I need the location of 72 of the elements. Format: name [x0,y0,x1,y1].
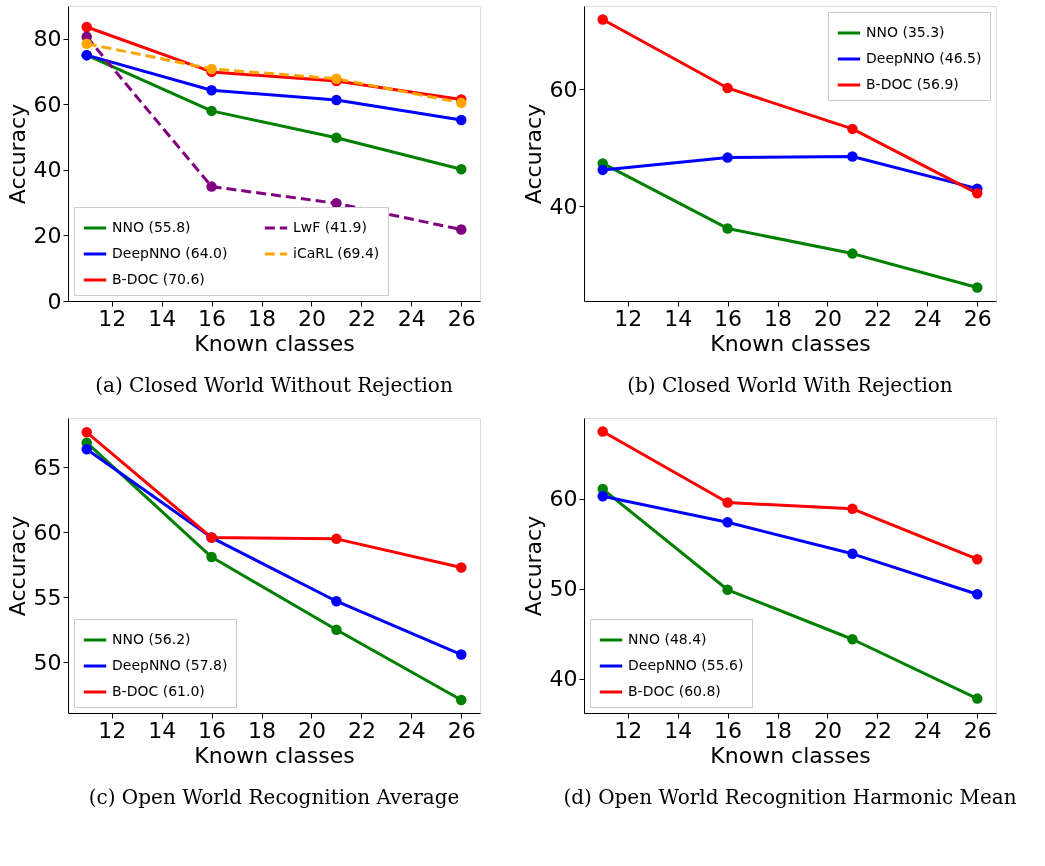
y-tick-label: 50 [549,576,578,602]
y-tick-label: 20 [33,222,62,248]
y-tick-label: 0 [47,288,62,314]
y-tick-label: 80 [33,26,62,52]
x-tick-label: 12 [614,717,643,743]
y-axis-title: Accuracy [4,103,30,205]
x-tick-label: 14 [664,717,693,743]
y-tick-label: 50 [33,649,62,675]
x-axis-title: Known classes [710,330,871,356]
legend-label: iCaRL (69.4) [293,245,380,261]
y-tick-label: 40 [549,666,578,692]
x-tick-label: 16 [198,305,227,331]
x-tick-label: 20 [813,305,842,331]
text: (d) Open World Recognition Harmonic Mean [563,785,1017,809]
legend-label: DeepNNO (64.0) [112,245,228,261]
x-tick-label: 24 [397,305,426,331]
y-tick-label: 60 [33,519,62,545]
legend-label: LwF (41.9) [293,219,367,235]
y-tick-label: 60 [33,91,62,117]
x-tick-label: 26 [447,305,476,331]
legend-label: NNO (35.3) [866,24,945,40]
x-tick-label: 22 [863,305,892,331]
y-axis-title: Accuracy [4,515,30,617]
legend-label: B-DOC (70.6) [112,271,205,287]
y-tick-label: 40 [33,157,62,183]
legend-label: NNO (55.8) [112,219,191,235]
x-tick-label: 14 [664,305,693,331]
x-tick-label: 26 [963,717,992,743]
text: (a) Closed World Without Rejection [95,373,453,397]
legend-label: DeepNNO (57.8) [112,657,228,673]
x-tick-label: 12 [614,305,643,331]
x-tick-label: 22 [863,717,892,743]
x-axis-title: Known classes [710,742,871,768]
x-tick-label: 20 [297,717,326,743]
text: (c) Open World Recognition Average [88,785,460,809]
x-tick-label: 26 [963,305,992,331]
x-tick-label: 18 [248,305,277,331]
x-tick-label: 12 [98,717,127,743]
x-tick-label: 24 [397,717,426,743]
x-tick-label: 24 [913,305,942,331]
y-axis-title: Accuracy [520,515,546,617]
legend-label: DeepNNO (46.5) [866,50,982,66]
legend-label: DeepNNO (55.6) [628,657,744,673]
x-tick-label: 14 [148,305,177,331]
text: (b) Closed World With Rejection [627,373,953,397]
x-tick-label: 24 [913,717,942,743]
x-tick-label: 18 [248,717,277,743]
x-axis-title: Known classes [194,742,355,768]
x-tick-label: 12 [98,305,127,331]
legend-label: B-DOC (60.8) [628,683,721,699]
x-tick-label: 20 [297,305,326,331]
x-tick-label: 16 [198,717,227,743]
x-tick-label: 20 [813,717,842,743]
y-tick-label: 60 [549,486,578,512]
y-axis-title: Accuracy [520,103,546,205]
x-tick-label: 22 [347,305,376,331]
legend-label: NNO (48.4) [628,631,707,647]
x-axis-title: Known classes [194,330,355,356]
x-tick-label: 18 [764,305,793,331]
y-tick-label: 55 [33,584,62,610]
legend-label: B-DOC (56.9) [866,76,959,92]
x-tick-label: 14 [148,717,177,743]
x-tick-label: 16 [714,305,743,331]
y-tick-label: 60 [549,76,578,102]
y-tick-label: 40 [549,193,578,219]
x-tick-label: 16 [714,717,743,743]
x-tick-label: 18 [764,717,793,743]
legend-label: NNO (56.2) [112,631,191,647]
x-tick-label: 26 [447,717,476,743]
legend-label: B-DOC (61.0) [112,683,205,699]
x-tick-label: 22 [347,717,376,743]
y-tick-label: 65 [33,454,62,480]
